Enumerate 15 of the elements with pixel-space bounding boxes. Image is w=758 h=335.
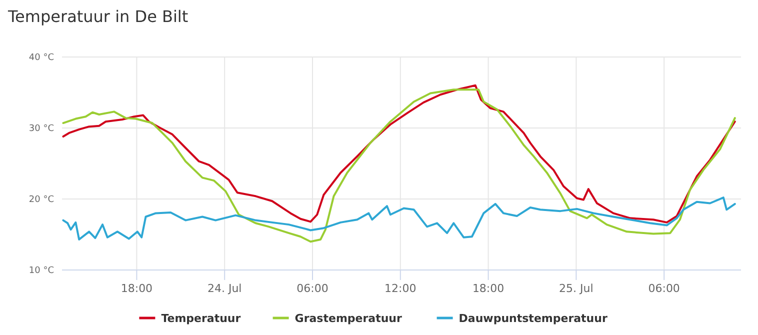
x-tick-label: 06:00 — [648, 282, 680, 295]
y-tick-label: 30 °C — [28, 124, 54, 134]
y-tick-label: 20 °C — [28, 195, 54, 205]
x-tick-label: 18:00 — [120, 282, 153, 295]
y-tick-label: 40 °C — [28, 53, 54, 63]
legend-label: Grastemperatuur — [294, 312, 403, 325]
legend-label: Temperatuur — [161, 312, 242, 325]
x-tick-label: 12:00 — [384, 282, 416, 295]
legend-label: Dauwpuntstemperatuur — [458, 312, 608, 325]
x-tick-label: 25. Jul — [559, 282, 594, 295]
chart-title: Temperatuur in De Bilt — [7, 7, 188, 26]
x-tick-label: 06:00 — [296, 282, 328, 295]
x-tick-label: 24. Jul — [207, 282, 242, 295]
x-tick-label: 18:00 — [472, 282, 504, 295]
y-tick-label: 10 °C — [28, 266, 54, 276]
